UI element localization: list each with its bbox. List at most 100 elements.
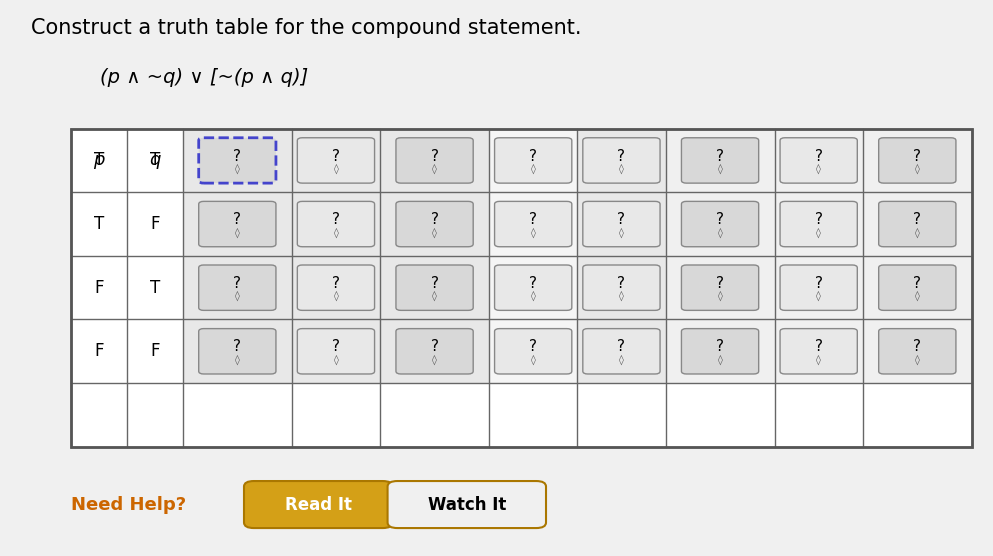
Text: ?: ? [233,212,241,227]
Text: ◊: ◊ [619,291,624,301]
Text: ◊: ◊ [816,354,821,365]
Text: F: F [94,342,103,360]
FancyBboxPatch shape [199,201,276,247]
Bar [577,128,665,192]
FancyBboxPatch shape [297,138,374,183]
FancyBboxPatch shape [583,201,660,247]
FancyBboxPatch shape [879,201,956,247]
Text: ◊: ◊ [334,227,339,237]
Text: ◊: ◊ [530,227,535,237]
Text: ?: ? [332,276,340,291]
Text: ?: ? [716,212,724,227]
Bar [577,128,665,192]
Text: q)]: q)] [905,151,930,170]
Text: ◊: ◊ [619,354,624,365]
Text: ?: ? [716,276,724,291]
Bar [775,320,863,383]
Bar [577,320,665,383]
FancyBboxPatch shape [495,138,572,183]
Text: ?: ? [814,148,822,163]
Text: ◊: ◊ [619,227,624,237]
FancyBboxPatch shape [879,329,956,374]
Text: (p ∧ ~q) ∨ [~(p ∧ q)]: (p ∧ ~q) ∨ [~(p ∧ q)] [100,68,309,87]
Bar [577,256,665,320]
Bar [775,128,863,192]
Bar [665,128,775,192]
FancyBboxPatch shape [495,265,572,310]
Text: T: T [150,151,160,170]
FancyBboxPatch shape [879,265,956,310]
Bar [71,128,127,192]
Text: T: T [93,215,104,233]
Text: [~: [~ [611,151,633,170]
Text: p: p [93,151,104,170]
Bar [665,256,775,320]
Text: ?: ? [814,212,822,227]
Text: ?: ? [618,148,626,163]
Text: ?: ? [914,276,922,291]
Bar [775,128,863,192]
Text: T: T [150,279,160,297]
Text: Construct a truth table for the compound statement.: Construct a truth table for the compound… [31,18,582,38]
Text: ∧: ∧ [812,151,825,170]
Bar [665,320,775,383]
Bar [183,128,292,192]
FancyBboxPatch shape [879,138,956,183]
FancyBboxPatch shape [681,138,759,183]
Bar [71,128,972,446]
FancyBboxPatch shape [297,265,374,310]
Text: ◊: ◊ [432,163,437,174]
Bar [380,128,490,192]
Bar [127,128,183,192]
Bar [183,128,292,192]
Bar [380,320,490,383]
FancyBboxPatch shape [396,201,474,247]
Text: Read It: Read It [285,496,352,514]
Bar [863,128,972,192]
Bar [292,128,380,192]
Bar [775,192,863,256]
Text: ?: ? [716,148,724,163]
FancyBboxPatch shape [780,138,857,183]
Text: ?: ? [431,148,439,163]
Text: ◊: ◊ [718,354,723,365]
Text: Watch It: Watch It [428,496,506,514]
FancyBboxPatch shape [396,265,474,310]
FancyBboxPatch shape [244,481,392,528]
Text: ◊: ◊ [530,354,535,365]
Text: ◊: ◊ [432,291,437,301]
Text: Need Help?: Need Help? [71,496,186,514]
Text: ◊: ◊ [915,354,920,365]
Text: ?: ? [814,339,822,354]
Text: ?: ? [431,276,439,291]
FancyBboxPatch shape [396,329,474,374]
Text: ◊: ◊ [334,291,339,301]
Bar [127,192,183,256]
Text: ◊: ◊ [235,163,239,174]
FancyBboxPatch shape [780,201,857,247]
FancyBboxPatch shape [780,329,857,374]
Text: ◊: ◊ [915,227,920,237]
Bar [380,128,490,192]
Text: ◊: ◊ [718,227,723,237]
Text: ◊: ◊ [432,227,437,237]
FancyBboxPatch shape [199,138,276,183]
Bar [490,192,577,256]
FancyBboxPatch shape [297,201,374,247]
Bar [380,192,490,256]
Text: ?: ? [529,148,537,163]
Bar [71,128,972,446]
FancyBboxPatch shape [583,265,660,310]
Bar [863,256,972,320]
Text: ◊: ◊ [915,291,920,301]
Bar [71,192,127,256]
Text: ?: ? [716,339,724,354]
FancyBboxPatch shape [199,265,276,310]
Bar [490,256,577,320]
Text: ◊: ◊ [816,163,821,174]
Bar [577,192,665,256]
Text: ?: ? [332,148,340,163]
Text: ?: ? [618,212,626,227]
Text: ?: ? [529,212,537,227]
Text: ?: ? [332,339,340,354]
